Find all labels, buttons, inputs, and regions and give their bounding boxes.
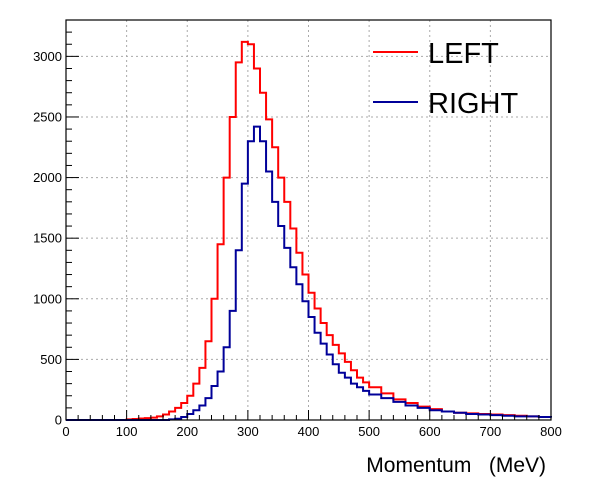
axis-ticks	[65, 31, 552, 421]
y-tick-label: 1500	[33, 231, 62, 246]
series-layer	[66, 40, 552, 421]
x-tick-label: 100	[116, 424, 138, 439]
y-tick-label: 500	[40, 352, 62, 367]
tick-labels: 0 100 200 300 400 500 600 700 800 0 500 1000 1500 200…	[33, 49, 562, 439]
x-tick-label: 800	[540, 424, 562, 439]
legend-label-left: LEFT	[428, 38, 499, 70]
y-tick-label: 3000	[33, 49, 62, 64]
y-tick-label: 0	[55, 413, 62, 428]
legend: LEFT RIGHT	[373, 38, 519, 120]
x-tick-label: 200	[176, 424, 198, 439]
x-tick-label: 0	[62, 424, 69, 439]
x-tick-label: 400	[298, 424, 320, 439]
series-right-line	[66, 125, 552, 421]
x-tick-label: 300	[237, 424, 259, 439]
x-tick-label: 700	[480, 424, 502, 439]
legend-label-right: RIGHT	[428, 88, 519, 120]
x-tick-label: 500	[358, 424, 380, 439]
x-tick-label: 600	[419, 424, 441, 439]
y-tick-label: 1000	[33, 291, 62, 306]
y-tick-label: 2000	[33, 170, 62, 185]
x-axis-title: Momentum (MeV)	[366, 454, 546, 477]
grid-lines	[66, 20, 551, 420]
y-tick-label: 2500	[33, 109, 62, 124]
